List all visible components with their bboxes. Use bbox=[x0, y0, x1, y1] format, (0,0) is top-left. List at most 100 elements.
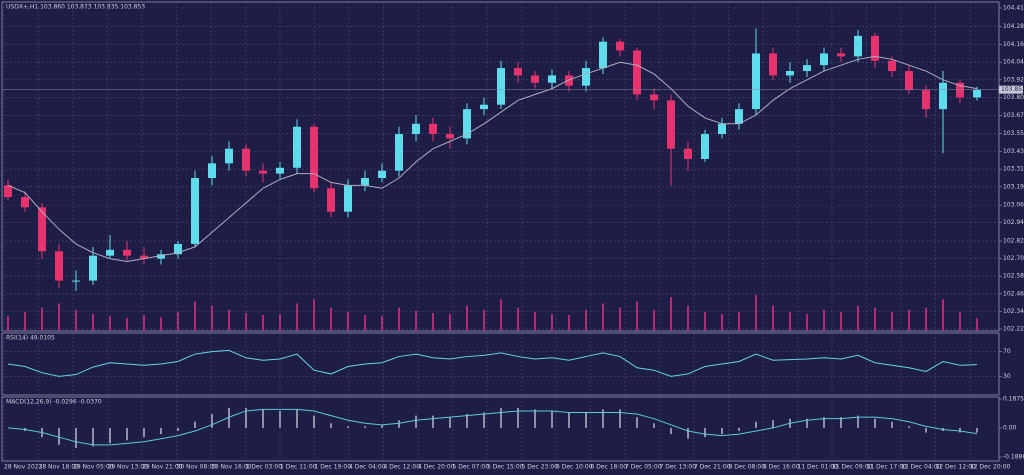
candle-body bbox=[786, 71, 794, 76]
candle-body bbox=[735, 109, 743, 124]
candle-body bbox=[344, 185, 352, 212]
candle-body bbox=[905, 71, 913, 91]
y-tick-label: 102.945 bbox=[1003, 219, 1024, 226]
y-tick-label: 102.220 bbox=[1003, 325, 1024, 332]
candle-body bbox=[633, 50, 641, 95]
x-tick-label: 30 Nov 08:00 bbox=[177, 464, 218, 471]
y-tick-label: 30 bbox=[1003, 373, 1011, 380]
candle-body bbox=[4, 185, 12, 198]
candle-body bbox=[820, 53, 828, 66]
candle-body bbox=[242, 148, 250, 171]
candle-body bbox=[259, 170, 267, 174]
y-tick-label: 102.820 bbox=[1003, 238, 1024, 245]
candle-body bbox=[157, 254, 165, 259]
candle-body bbox=[327, 188, 335, 212]
rsi-panel bbox=[1, 332, 1000, 396]
candle-body bbox=[463, 109, 471, 139]
x-tick-label: 5 Dec 23:00 bbox=[522, 464, 559, 471]
y-tick-label: 103.675 bbox=[1003, 112, 1024, 119]
chart-title: USDX+,H1 103.860 103.873 103.835 103.853 bbox=[6, 4, 145, 11]
x-tick-label: 1 Dec 11:00 bbox=[280, 464, 317, 471]
x-tick-label: 1 Dec 03:00 bbox=[246, 464, 283, 471]
x-tick-label: 29 Nov 13:00 bbox=[108, 464, 149, 471]
x-tick-label: 4 Dec 20:00 bbox=[418, 464, 455, 471]
y-tick-label: 104.160 bbox=[1003, 41, 1024, 48]
candle-body bbox=[106, 249, 114, 256]
candle-body bbox=[769, 53, 777, 76]
candle-body bbox=[939, 82, 947, 110]
candle-body bbox=[412, 123, 420, 135]
candle-body bbox=[191, 178, 199, 244]
y-tick-label: 104.410 bbox=[1003, 5, 1024, 12]
candle-body bbox=[956, 82, 964, 98]
x-tick-label: 28 Nov 2023 bbox=[4, 464, 43, 471]
x-tick-label: 7 Dec 13:00 bbox=[660, 464, 697, 471]
candle-body bbox=[310, 126, 318, 189]
candle-body bbox=[752, 53, 760, 110]
candle-body bbox=[225, 148, 233, 164]
y-tick-label: 102.700 bbox=[1003, 255, 1024, 262]
candle-body bbox=[548, 75, 556, 83]
x-tick-label: 11 Dec 09:00 bbox=[832, 464, 873, 471]
candle-body bbox=[276, 167, 284, 174]
candle-body bbox=[174, 243, 182, 255]
x-tick-label: 12 Dec 20:00 bbox=[970, 464, 1011, 471]
x-tick-label: 5 Dec 07:00 bbox=[453, 464, 490, 471]
candle-body bbox=[72, 280, 80, 282]
candle-body bbox=[854, 35, 862, 57]
y-tick-label: 0.1875 bbox=[1003, 396, 1024, 403]
candle-body bbox=[616, 41, 624, 51]
candle-body bbox=[89, 255, 97, 281]
y-tick-label: 103.190 bbox=[1003, 183, 1024, 190]
candle-body bbox=[701, 134, 709, 159]
x-tick-label: 29 Nov 21:00 bbox=[142, 464, 183, 471]
candle-body bbox=[446, 134, 454, 139]
candle-body bbox=[922, 90, 930, 110]
y-tick-label: 103.800 bbox=[1003, 94, 1024, 101]
x-tick-label: 8 Dec 08:00 bbox=[729, 464, 766, 471]
candle-body bbox=[599, 41, 607, 69]
candle-body bbox=[55, 251, 63, 281]
macd-panel bbox=[1, 396, 1000, 462]
x-tick-label: 1 Dec 19:00 bbox=[315, 464, 352, 471]
y-tick-label: 102.580 bbox=[1003, 273, 1024, 280]
x-tick-label: 11 Dec 01:00 bbox=[798, 464, 839, 471]
candle-body bbox=[21, 197, 29, 208]
y-tick-label: 102.340 bbox=[1003, 308, 1024, 315]
candle-body bbox=[650, 94, 658, 101]
candle-body bbox=[582, 68, 590, 86]
candle-body bbox=[667, 100, 675, 149]
x-tick-label: 6 Dec 10:00 bbox=[556, 464, 593, 471]
x-tick-label: 7 Dec 21:00 bbox=[694, 464, 731, 471]
y-tick-label: 102.460 bbox=[1003, 290, 1024, 297]
x-tick-label: 5 Dec 15:00 bbox=[487, 464, 524, 471]
candle-body bbox=[514, 68, 522, 76]
x-tick-label: 11 Dec 17:00 bbox=[867, 464, 908, 471]
x-tick-label: 8 Dec 16:00 bbox=[763, 464, 800, 471]
y-tick-label: 104.040 bbox=[1003, 59, 1024, 66]
candle-body bbox=[480, 104, 488, 110]
y-tick-label: 103.065 bbox=[1003, 202, 1024, 209]
candle-body bbox=[429, 123, 437, 135]
x-tick-label: 4 Dec 04:00 bbox=[349, 464, 386, 471]
candle-body bbox=[140, 255, 148, 259]
last-price-tag bbox=[999, 85, 1023, 94]
candle-body bbox=[361, 178, 369, 186]
x-tick-label: 12 Dec 12:00 bbox=[936, 464, 977, 471]
candle-body bbox=[803, 65, 811, 72]
candle-body bbox=[871, 35, 879, 61]
y-tick-label: -0.1886 bbox=[1003, 454, 1024, 461]
y-tick-label: 104.285 bbox=[1003, 23, 1024, 30]
candle-body bbox=[565, 75, 573, 86]
x-tick-label: 6 Dec 18:00 bbox=[591, 464, 628, 471]
macd-signal bbox=[7, 408, 978, 446]
candle-body bbox=[888, 60, 896, 72]
candle-body bbox=[718, 123, 726, 135]
x-tick-label: 4 Dec 12:00 bbox=[384, 464, 421, 471]
y-tick-label: 103.430 bbox=[1003, 148, 1024, 155]
y-tick-label: 0.00 bbox=[1003, 424, 1017, 431]
moving-average bbox=[7, 55, 978, 263]
y-tick-label: 103.555 bbox=[1003, 130, 1024, 137]
rsi-title: RSI(14) 49.0105 bbox=[6, 335, 55, 342]
